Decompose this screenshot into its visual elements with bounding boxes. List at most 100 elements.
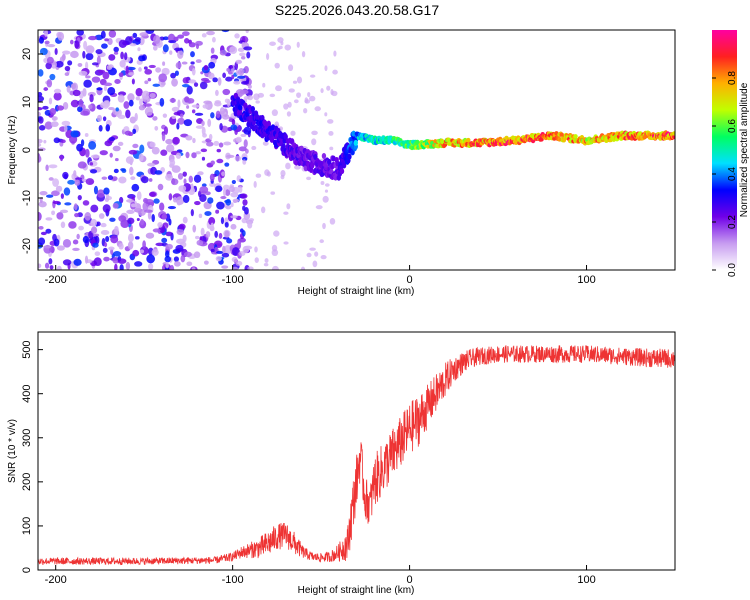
spectrogram-noise-cell: [73, 170, 77, 177]
spectrogram-noise-cell: [221, 30, 230, 33]
spectrogram-noise-cell: [182, 171, 187, 177]
snr-y-tick-label: 100: [21, 517, 33, 535]
spectrogram-noise-cell: [186, 261, 193, 267]
spectrogram-noise-cell: [327, 119, 334, 124]
spectrogram-noise-cell: [152, 83, 161, 87]
spectrogram-noise-cell: [140, 218, 145, 226]
spectrogram-noise-cell: [146, 254, 156, 264]
spectrogram-noise-cell: [312, 260, 318, 268]
spectrogram-noise-cell: [148, 191, 157, 197]
spectrogram-noise-cell: [117, 114, 126, 119]
spectrogram-noise-cell: [201, 33, 207, 38]
snr-series-line: [38, 345, 675, 566]
spectrogram-noise-cell: [161, 237, 168, 243]
spectrogram-noise-cell: [254, 246, 258, 253]
spectrogram-noise-cell: [173, 256, 179, 262]
spectrogram-y-label: Frequency (Hz): [7, 116, 18, 185]
spectrogram-noise-cell: [77, 106, 83, 113]
spectrogram-noise-cell: [203, 64, 209, 71]
spectrogram-noise-cell: [239, 52, 246, 57]
spectrogram-noise-cell: [124, 130, 132, 136]
spectrogram-noise-cell: [142, 240, 146, 250]
spectrogram-noise-cell: [53, 88, 62, 94]
spectrogram-noise-cell: [72, 89, 81, 97]
spectrogram-noise-cell: [102, 204, 111, 213]
spectrogram-noise-cell: [202, 104, 209, 109]
spectrogram-noise-cell: [218, 142, 224, 148]
spectrogram-noise-cell: [274, 62, 280, 69]
spectrogram-noise-cell: [95, 49, 103, 55]
spectrogram-noise-cell: [212, 36, 216, 43]
spectrogram-noise-cell: [161, 213, 168, 220]
spectrogram-noise-cell: [104, 197, 110, 202]
spectrogram-noise-cell: [91, 76, 101, 83]
snr-frame: [37, 331, 676, 571]
spectrogram-noise-cell: [80, 139, 85, 147]
spectrogram-noise-cell: [273, 230, 280, 237]
spectrogram-noise-cell: [151, 213, 155, 223]
spectrogram-noise-cell: [77, 194, 82, 201]
spectrogram-noise-cell: [225, 198, 232, 206]
spectrogram-noise-cell: [199, 186, 209, 194]
spectrogram-noise-cell: [151, 146, 160, 155]
spectrogram-noise-cell: [39, 190, 48, 196]
spectrogram-noise-cell: [228, 186, 235, 193]
spectrogram-noise-cell: [191, 109, 196, 114]
spectrogram-noise-cell: [331, 90, 338, 97]
spectrogram-noise-cell: [112, 145, 121, 152]
spectrogram-noise-cell: [84, 212, 92, 221]
spectrogram-noise-cell: [119, 60, 126, 68]
spectrogram-noise-cell: [290, 130, 296, 136]
spectrogram-noise-cell: [112, 202, 119, 209]
spectrogram-noise-cell: [309, 74, 316, 78]
spectrogram-ridge-cell: [559, 132, 564, 137]
spectrogram-noise-cell: [38, 36, 45, 44]
spectrogram-noise-cell: [105, 124, 111, 132]
spectrogram-y-tick-label: 0: [21, 147, 33, 153]
spectrogram-noise-cell: [216, 158, 224, 164]
spectrogram-noise-cell: [270, 191, 276, 195]
spectrogram-ridge-cell: [237, 104, 243, 111]
spectrogram-noise-cell: [46, 44, 56, 48]
spectrogram-noise-cell: [49, 108, 57, 116]
spectrogram-noise-cell: [136, 217, 140, 222]
spectrogram-noise-cell: [38, 107, 43, 111]
spectrogram-noise-cell: [74, 40, 80, 49]
spectrogram-y-ticks: -20 -10 0 10 20: [21, 48, 43, 254]
spectrogram-noise-cell: [210, 222, 214, 230]
spectrogram-noise-cell: [199, 81, 208, 90]
spectrogram-noise-cell: [101, 176, 108, 180]
spectrogram-noise-cell: [262, 82, 266, 88]
spectrogram-noise-cell: [108, 54, 116, 61]
spectrogram-noise-cell: [38, 92, 43, 97]
spectrogram-noise-cell: [96, 114, 103, 122]
spectrogram-noise-cell: [185, 135, 193, 141]
spectrogram-ridge-cell: [310, 162, 315, 169]
spectrogram-noise-cell: [190, 61, 195, 65]
spectrogram-x-tick-label: 0: [407, 274, 413, 286]
spectrogram-noise-cell: [186, 85, 193, 95]
spectrogram-noise-cell: [191, 104, 200, 108]
spectrogram-noise-cell: [130, 176, 136, 181]
spectrogram-noise-cell: [96, 87, 103, 91]
spectrogram-noise-cell: [283, 241, 289, 245]
spectrogram-noise-cell: [326, 85, 331, 91]
spectrogram-noise-cell: [139, 249, 145, 254]
spectrogram-noise-cell: [148, 64, 156, 69]
spectrogram-noise-cell: [76, 143, 83, 152]
spectrogram-noise-cell: [165, 231, 173, 237]
spectrogram-noise-cell: [210, 112, 215, 119]
snr-y-label: SNR (10 * v/v): [7, 419, 18, 483]
spectrogram-noise-cell: [163, 126, 169, 135]
spectrogram-noise-cell: [43, 139, 47, 144]
snr-x-tick-label: 100: [577, 574, 595, 586]
spectrogram-noise-cell: [64, 202, 72, 206]
spectrogram-noise-cell: [200, 148, 208, 153]
spectrogram-noise-cell: [72, 247, 80, 252]
spectrogram-noise-cell: [231, 119, 236, 126]
spectrogram-noise-cell: [280, 41, 284, 46]
spectrogram-noise-cell: [157, 221, 163, 228]
spectrogram-noise-cell: [104, 38, 109, 42]
spectrogram-noise-cell: [46, 79, 53, 88]
spectrogram-ridge-cell: [266, 120, 271, 127]
